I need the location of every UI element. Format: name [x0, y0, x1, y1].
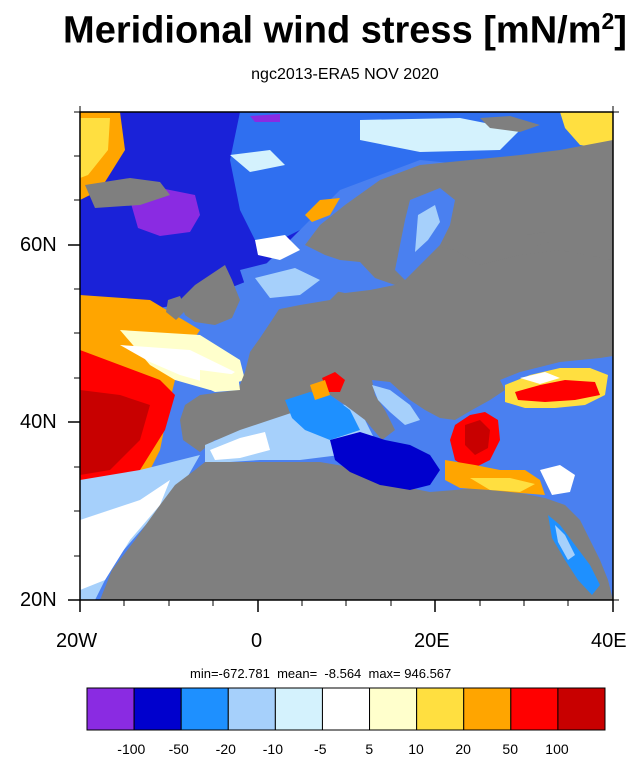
- map-title: Meridional wind stress [mN/m2]: [63, 8, 627, 52]
- arctic-light-ne: [360, 118, 520, 152]
- x-tick-label: 40E: [591, 630, 627, 652]
- colorbar-label: -50: [168, 741, 189, 757]
- y-tick-label: 60N: [20, 234, 57, 256]
- colorbar-swatch: [510, 687, 559, 731]
- colorbar-swatch: [557, 687, 606, 731]
- norwegian-sea-field: [230, 112, 613, 250]
- y-major-ticks: [68, 244, 80, 601]
- biscay-light: [200, 370, 240, 392]
- colorbar-label: -10: [262, 741, 283, 757]
- land-ireland: [166, 296, 186, 320]
- adriatic-light: [372, 385, 420, 425]
- arctic-positive-ne: [560, 112, 613, 150]
- colorbar-swatch: [321, 687, 371, 731]
- levant-yellow: [470, 478, 535, 492]
- mediterranean-west-white: [210, 432, 270, 460]
- mediterranean-center: [285, 392, 360, 440]
- y-tick-label: 20N: [20, 589, 57, 611]
- x-tick-label: 20E: [414, 630, 450, 652]
- colorbar-swatch: [274, 687, 323, 731]
- land-scandinavia: [305, 140, 613, 285]
- black-sea-white: [520, 372, 560, 384]
- aegean-dark: [465, 420, 490, 455]
- colorbar-label: 100: [545, 741, 569, 757]
- y-tick-label: 40N: [20, 411, 57, 433]
- arctic-light-n: [230, 150, 285, 172]
- x-tick-label: 20W: [56, 630, 98, 652]
- caspian-patch: [525, 232, 550, 246]
- map-subtitle: ngc2013-ERA5 NOV 2020: [251, 66, 439, 83]
- x-tick-label: 0: [251, 630, 263, 652]
- colorbar-swatch: [369, 687, 418, 731]
- arctic-positive-west-inner: [80, 118, 110, 178]
- stats-line: min=-672.781 mean= -8.564 max= 946.567: [190, 666, 452, 681]
- africa-coast-white: [80, 480, 170, 590]
- colorbar-label: -100: [117, 741, 146, 757]
- colorbar-label: 50: [502, 741, 518, 757]
- atlantic-max-positive: [80, 390, 150, 475]
- north-sea-light: [255, 268, 320, 298]
- baltic-light: [415, 205, 440, 252]
- minor-ticks: [74, 106, 619, 606]
- land-british-isles: [180, 265, 240, 325]
- tyrrhenian-red: [322, 372, 345, 392]
- black-sea-red: [515, 380, 600, 402]
- x-major-ticks: [79, 600, 614, 612]
- land-iceland: [85, 178, 170, 208]
- colorbar-label: 20: [455, 741, 471, 757]
- colorbar-swatch: [463, 687, 512, 731]
- colorbar-label: -5: [314, 741, 327, 757]
- norway-coast-light: [255, 235, 300, 260]
- mediterranean-center-strong: [330, 432, 440, 490]
- red-sea-light: [555, 525, 575, 560]
- colorbar-swatch: [133, 687, 182, 731]
- colorbar-label: 5: [365, 741, 374, 757]
- levant-light: [540, 465, 575, 495]
- colorbar-swatch: [180, 687, 229, 731]
- purple-arctic: [250, 114, 280, 122]
- colorbar-swatch: [227, 687, 276, 731]
- colorbar-label: 10: [408, 741, 424, 757]
- colorbar-swatch: [416, 687, 465, 731]
- tyrrhenian-orange: [310, 380, 330, 400]
- land-svalbard-region: [480, 116, 540, 132]
- norway-coast-pos: [305, 198, 340, 222]
- colorbar-swatch: [86, 687, 135, 731]
- colorbar-label: -20: [215, 741, 236, 757]
